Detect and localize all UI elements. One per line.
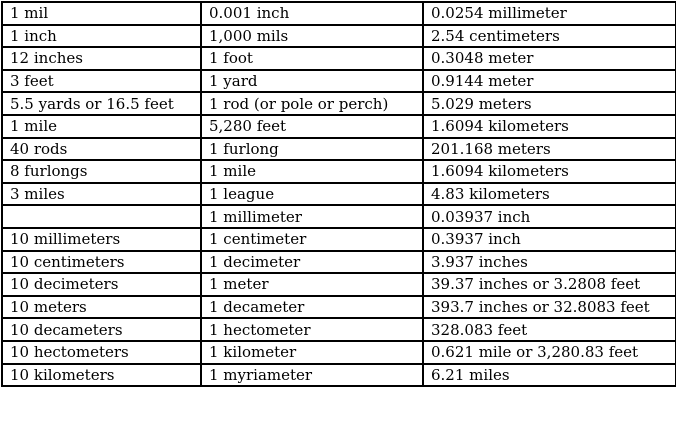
equivalent-cell: 1 millimeter bbox=[200, 204, 424, 229]
equivalent-cell: 1 mile bbox=[200, 159, 424, 184]
quantity-cell: 12 inches bbox=[1, 46, 202, 71]
equivalent-cell: 1 decameter bbox=[200, 294, 424, 320]
equivalent-cell: 1 yard bbox=[200, 68, 424, 94]
table-row: 1 mil 0.001 inch 0.0254 millimeter bbox=[1, 1, 676, 26]
equivalent-cell: 1 decimeter bbox=[200, 249, 424, 275]
table-row: 10 hectometers 1 kilometer 0.621 mile or 3… bbox=[1, 339, 676, 365]
quantity-cell: 10 decimeters bbox=[1, 272, 202, 297]
equivalent-cell: 0.001 inch bbox=[200, 1, 424, 26]
table-row: 10 millimeters 1 centimeter 0.3937 inch bbox=[1, 226, 676, 252]
table-row: 3 feet 1 yard 0.9144 meter bbox=[1, 68, 676, 94]
quantity-cell: 10 decameters bbox=[1, 317, 202, 342]
quantity-cell: 1 inch bbox=[1, 23, 202, 49]
quantity-cell: 1 mile bbox=[1, 113, 202, 139]
metric-equivalent-cell: 0.0254 millimeter bbox=[422, 1, 676, 26]
metric-equivalent-cell: 1.6094 kilometers bbox=[422, 159, 676, 184]
metric-equivalent-cell: 201.168 meters bbox=[422, 136, 676, 162]
unit-conversion-table: 1 mil 0.001 inch 0.0254 millimeter 1 inch 1,… bbox=[1, 1, 676, 388]
metric-equivalent-cell: 1.6094 kilometers bbox=[422, 113, 676, 139]
metric-equivalent-cell: 0.621 mile or 3,280.83 feet bbox=[422, 339, 676, 365]
quantity-cell: 8 furlongs bbox=[1, 159, 202, 184]
equivalent-cell: 1 kilometer bbox=[200, 339, 424, 365]
metric-equivalent-cell: 3.937 inches bbox=[422, 249, 676, 275]
metric-equivalent-cell: 2.54 centimeters bbox=[422, 23, 676, 49]
metric-equivalent-cell: 0.3048 meter bbox=[422, 46, 676, 71]
table-row: 12 inches 1 foot 0.3048 meter bbox=[1, 46, 676, 71]
table-row: 10 kilometers 1 myriameter 6.21 miles bbox=[1, 362, 676, 388]
quantity-cell bbox=[1, 204, 202, 229]
quantity-cell: 40 rods bbox=[1, 136, 202, 162]
equivalent-cell: 1 myriameter bbox=[200, 362, 424, 388]
quantity-cell: 1 mil bbox=[1, 1, 202, 26]
equivalent-cell: 1 centimeter bbox=[200, 226, 424, 252]
quantity-cell: 10 millimeters bbox=[1, 226, 202, 252]
quantity-cell: 10 kilometers bbox=[1, 362, 202, 388]
equivalent-cell: 1 league bbox=[200, 181, 424, 207]
table-row: 10 decimeters 1 meter 39.37 inches or 3.28… bbox=[1, 272, 676, 297]
metric-equivalent-cell: 0.3937 inch bbox=[422, 226, 676, 252]
table-row: 10 meters 1 decameter 393.7 inches or 32.8… bbox=[1, 294, 676, 320]
metric-equivalent-cell: 4.83 kilometers bbox=[422, 181, 676, 207]
quantity-cell: 10 centimeters bbox=[1, 249, 202, 275]
metric-equivalent-cell: 39.37 inches or 3.2808 feet bbox=[422, 272, 676, 297]
table-row: 10 decameters 1 hectometer 328.083 feet bbox=[1, 317, 676, 342]
equivalent-cell: 1 foot bbox=[200, 46, 424, 71]
equivalent-cell: 1,000 mils bbox=[200, 23, 424, 49]
table-row: 5.5 yards or 16.5 feet 1 rod (or pole or … bbox=[1, 91, 676, 116]
equivalent-cell: 1 hectometer bbox=[200, 317, 424, 342]
metric-equivalent-cell: 393.7 inches or 32.8083 feet bbox=[422, 294, 676, 320]
quantity-cell: 3 miles bbox=[1, 181, 202, 207]
table-row: 1 millimeter 0.03937 inch bbox=[1, 204, 676, 229]
table-row: 1 inch 1,000 mils 2.54 centimeters bbox=[1, 23, 676, 49]
metric-equivalent-cell: 0.9144 meter bbox=[422, 68, 676, 94]
equivalent-cell: 5,280 feet bbox=[200, 113, 424, 139]
quantity-cell: 5.5 yards or 16.5 feet bbox=[1, 91, 202, 116]
equivalent-cell: 1 rod (or pole or perch) bbox=[200, 91, 424, 116]
metric-equivalent-cell: 5.029 meters bbox=[422, 91, 676, 116]
conversion-table-body: 1 mil 0.001 inch 0.0254 millimeter 1 inch 1,… bbox=[1, 1, 676, 388]
table-row: 3 miles 1 league 4.83 kilometers bbox=[1, 181, 676, 207]
table-row: 8 furlongs 1 mile 1.6094 kilometers bbox=[1, 159, 676, 184]
table-row: 10 centimeters 1 decimeter 3.937 inches bbox=[1, 249, 676, 275]
quantity-cell: 10 meters bbox=[1, 294, 202, 320]
metric-equivalent-cell: 6.21 miles bbox=[422, 362, 676, 388]
table-row: 1 mile 5,280 feet 1.6094 kilometers bbox=[1, 113, 676, 139]
table-row: 40 rods 1 furlong 201.168 meters bbox=[1, 136, 676, 162]
quantity-cell: 10 hectometers bbox=[1, 339, 202, 365]
metric-equivalent-cell: 328.083 feet bbox=[422, 317, 676, 342]
equivalent-cell: 1 meter bbox=[200, 272, 424, 297]
metric-equivalent-cell: 0.03937 inch bbox=[422, 204, 676, 229]
equivalent-cell: 1 furlong bbox=[200, 136, 424, 162]
quantity-cell: 3 feet bbox=[1, 68, 202, 94]
